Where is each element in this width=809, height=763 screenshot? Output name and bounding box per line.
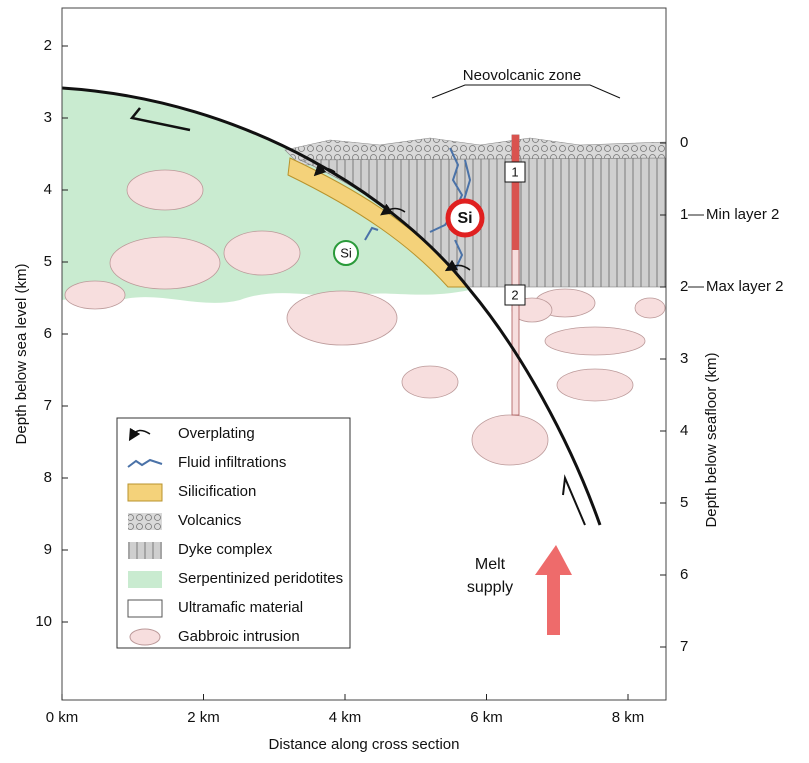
max-layer: Max layer 2 <box>706 278 784 295</box>
bottom-tick-label: 8 km <box>612 709 645 726</box>
right-axis-label: Depth below seafloor (km) <box>703 352 720 527</box>
legend-label: Ultramafic material <box>178 599 303 616</box>
melt-label: supply <box>467 579 513 596</box>
legend-label: Gabbroic intrusion <box>178 628 300 645</box>
bottom-tick-label: 2 km <box>187 709 220 726</box>
legend-label: Overplating <box>178 425 255 442</box>
right-tick-label: 6 <box>680 566 688 583</box>
legend-label: Dyke complex <box>178 541 273 558</box>
swatch <box>128 513 162 530</box>
legend-label: Silicification <box>178 483 256 500</box>
left-tick-label: 9 <box>44 541 52 558</box>
left-tick-label: 10 <box>35 613 52 630</box>
melt-label: Melt <box>475 556 506 573</box>
bottom-axis-label: Distance along cross section <box>269 736 460 753</box>
right-tick-label: 4 <box>680 422 688 439</box>
left-tick-label: 7 <box>44 397 52 414</box>
fault-arrow <box>563 478 585 525</box>
box-label: 1 <box>511 164 518 179</box>
left-tick-label: 8 <box>44 469 52 486</box>
si-large: Si <box>457 210 472 227</box>
left-tick-label: 4 <box>44 181 52 198</box>
left-tick-label: 2 <box>44 37 52 54</box>
right-tick-label: 3 <box>680 350 688 367</box>
feeder-upper <box>512 135 519 250</box>
right-tick-label: 2 <box>680 278 688 295</box>
bottom-tick-label: 0 km <box>46 709 79 726</box>
right-tick-label: 1 <box>680 206 688 223</box>
legend-label: Fluid infiltrations <box>178 454 286 471</box>
swatch <box>130 629 160 645</box>
diagram: Neovolcanic zone Si Si 1 2 Min layer 2 M… <box>0 0 809 758</box>
swatch <box>128 484 162 501</box>
bottom-tick-label: 4 km <box>329 709 362 726</box>
left-axis-label: Depth below sea level (km) <box>13 264 30 445</box>
swatch <box>128 600 162 617</box>
neovolcanic-label: Neovolcanic zone <box>463 67 581 84</box>
swatch <box>128 571 162 588</box>
left-tick-label: 6 <box>44 325 52 342</box>
legend-label: Serpentinized peridotites <box>178 570 343 587</box>
min-layer: Min layer 2 <box>706 206 779 223</box>
left-tick-label: 5 <box>44 253 52 270</box>
melt-arrow <box>535 545 572 635</box>
box-label: 2 <box>511 287 518 302</box>
bottom-tick-label: 6 km <box>470 709 503 726</box>
right-tick-label: 0 <box>680 134 688 151</box>
left-tick-label: 3 <box>44 109 52 126</box>
si-small: Si <box>340 245 352 260</box>
swatch <box>128 542 162 559</box>
right-tick-label: 5 <box>680 494 688 511</box>
neo-bracket <box>432 85 620 98</box>
legend-label: Volcanics <box>178 512 241 529</box>
right-tick-label: 7 <box>680 638 688 655</box>
